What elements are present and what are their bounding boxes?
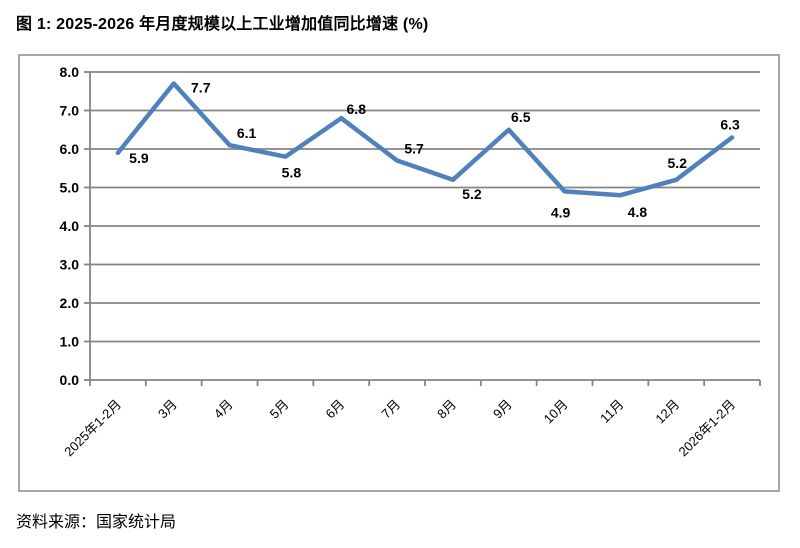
y-tick-label: 0.0: [60, 372, 80, 388]
data-label: 6.3: [720, 116, 740, 132]
x-tick-label: 8月: [434, 397, 459, 422]
x-tick-label: 10月: [541, 397, 571, 427]
data-label: 5.8: [282, 165, 302, 181]
y-tick-label: 7.0: [60, 103, 80, 119]
data-label: 5.9: [129, 150, 149, 166]
x-tick-label: 5月: [267, 397, 292, 422]
data-label: 7.7: [191, 80, 211, 96]
x-tick-label: 12月: [652, 397, 682, 427]
x-tick-label: 9月: [490, 397, 515, 422]
data-label: 5.7: [404, 141, 424, 157]
y-tick-label: 5.0: [60, 180, 80, 196]
data-label: 6.1: [237, 125, 257, 141]
y-tick-label: 8.0: [60, 64, 80, 80]
data-line: [115, 81, 735, 198]
data-label: 5.2: [668, 155, 688, 171]
data-label: 6.5: [511, 109, 531, 125]
x-tick-label: 2025年1-2月: [61, 397, 124, 460]
x-tick-label: 4月: [211, 397, 236, 422]
x-tick-label: 7月: [378, 397, 403, 422]
x-tick-label: 6月: [322, 397, 347, 422]
data-label: 4.9: [551, 204, 571, 220]
x-tick-label: 3月: [155, 397, 180, 422]
line-chart: 0.0 1.0 2.0 3.0 4.0 5.0 6.0 7.0 8.0 2025年1-2月 3月 4月…: [60, 64, 761, 460]
y-tick-label: 1.0: [60, 334, 80, 350]
data-label: 5.2: [462, 186, 482, 202]
x-tick-label: 11月: [597, 397, 626, 426]
data-label: 4.8: [628, 204, 648, 220]
x-tick-label: 2026年1-2月: [675, 397, 738, 460]
source-note: 资料来源：国家统计局: [16, 514, 177, 531]
y-tick-label: 2.0: [60, 295, 80, 311]
data-label: 6.8: [347, 101, 367, 117]
y-tick-label: 4.0: [60, 218, 80, 234]
y-tick-label: 3.0: [60, 257, 80, 273]
y-tick-label: 6.0: [60, 141, 80, 157]
chart-area: 0.0 1.0 2.0 3.0 4.0 5.0 6.0 7.0 8.0 2025年1-2月 3月 4月…: [18, 54, 780, 492]
chart-title: 图 1: 2025-2026 年月度规模以上工业增加值同比增速 (%): [16, 16, 429, 33]
